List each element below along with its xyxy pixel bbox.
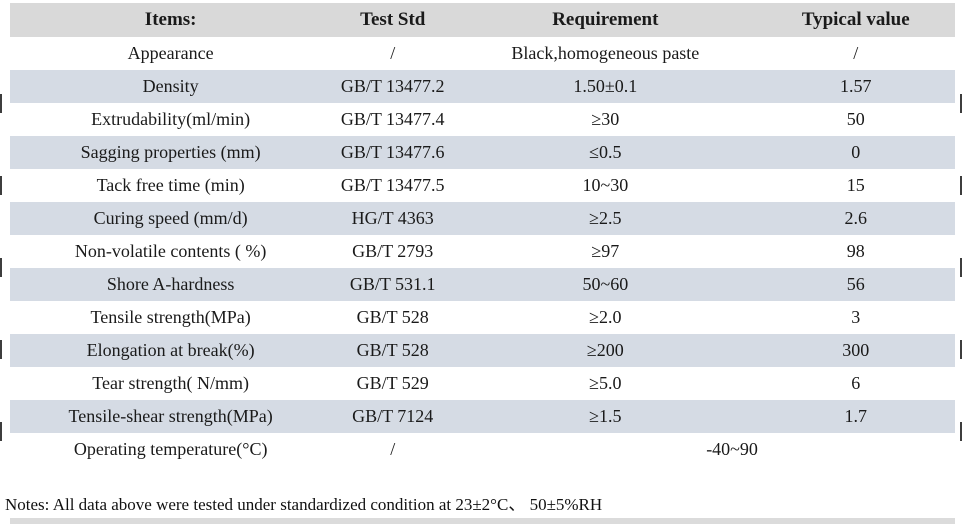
- scan-edge-line-fragment: [960, 340, 962, 359]
- test-std-cell: GB/T 528: [356, 340, 429, 360]
- spec-row-curing-speed: Curing speed (mm/d) HG/T 4363 ≥2.5 2.6: [10, 202, 955, 235]
- typical-value-cell: 98: [846, 241, 865, 261]
- requirement-cell: 10~30: [582, 175, 629, 195]
- spec-row-extrudability: Extrudability(ml/min) GB/T 13477.4 ≥30 5…: [10, 103, 955, 136]
- requirement-cell: ≥2.5: [589, 208, 622, 228]
- requirement-cell: ≥30: [591, 109, 620, 129]
- test-std-cell: GB/T 531.1: [349, 274, 436, 294]
- col-header-requirement: Requirement: [552, 9, 659, 30]
- item-cell: Density: [142, 76, 199, 96]
- test-std-cell: GB/T 2793: [352, 241, 434, 261]
- typical-value-cell: 3: [851, 307, 861, 327]
- test-std-cell: GB/T 13477.5: [340, 175, 445, 195]
- item-cell: Tensile-shear strength(MPa): [68, 406, 273, 426]
- item-cell: Tensile strength(MPa): [90, 307, 251, 327]
- requirement-cell: Black,homogeneous paste: [511, 43, 700, 63]
- item-cell: Elongation at break(%): [86, 340, 255, 360]
- scan-edge-line-fragment: [0, 176, 2, 195]
- scan-edge-line-fragment: [960, 422, 962, 441]
- spec-row-shore-a-hardness: Shore A-hardness GB/T 531.1 50~60 56: [10, 268, 955, 301]
- item-cell: Shore A-hardness: [106, 274, 235, 294]
- item-cell: Tack free time (min): [96, 175, 245, 195]
- requirement-cell: ≥5.0: [589, 373, 622, 393]
- typical-value-cell: 1.7: [844, 406, 868, 426]
- item-cell: Non-volatile contents ( %): [74, 241, 267, 261]
- requirement-cell: ≥200: [586, 340, 624, 360]
- typical-value-cell: 0: [851, 142, 861, 162]
- typical-value-cell: /: [853, 43, 859, 63]
- scan-edge-line-fragment: [0, 340, 2, 359]
- requirement-cell: 50~60: [582, 274, 629, 294]
- requirement-cell: ≥1.5: [589, 406, 622, 426]
- scan-edge-line-fragment: [0, 94, 2, 113]
- typical-value-cell: 2.6: [844, 208, 868, 228]
- spec-row-non-volatile-contents: Non-volatile contents ( %) GB/T 2793 ≥97…: [10, 235, 955, 268]
- test-std-cell: HG/T 4363: [351, 208, 434, 228]
- scan-edge-line-fragment: [960, 94, 962, 113]
- typical-value-cell: 50: [846, 109, 865, 129]
- test-std-cell: /: [390, 439, 396, 459]
- item-cell: Operating temperature(°C): [73, 439, 268, 459]
- test-std-cell: GB/T 13477.2: [340, 76, 445, 96]
- cropped-next-band: [10, 518, 955, 524]
- scan-edge-line-fragment: [0, 422, 2, 441]
- typical-value-cell: 56: [846, 274, 865, 294]
- test-std-cell: GB/T 7124: [352, 406, 434, 426]
- item-cell: Appearance: [127, 43, 214, 63]
- typical-value-cell: 1.57: [840, 76, 872, 96]
- typical-value-cell: 6: [851, 373, 861, 393]
- col-header-typical-value: Typical value: [801, 9, 910, 30]
- test-std-cell: GB/T 529: [356, 373, 429, 393]
- test-std-cell: GB/T 13477.6: [340, 142, 445, 162]
- col-header-items: Items:: [144, 9, 197, 30]
- product-spec-table: Items: Test Std Requirement Typical valu…: [10, 3, 955, 466]
- spec-row-density: Density GB/T 13477.2 1.50±0.1 1.57: [10, 70, 955, 103]
- item-cell: Extrudability(ml/min): [91, 109, 251, 129]
- notes-text: Notes: All data above were tested under …: [5, 495, 603, 514]
- item-cell: Curing speed (mm/d): [93, 208, 248, 228]
- table-header-row: Items: Test Std Requirement Typical valu…: [10, 3, 955, 37]
- test-std-cell: /: [390, 43, 396, 63]
- typical-value-cell: 15: [846, 175, 865, 195]
- typical-value-cell: 300: [842, 340, 870, 360]
- item-cell: Tear strength( N/mm): [92, 373, 249, 393]
- scan-edge-line-fragment: [960, 258, 962, 277]
- requirement-merged-cell: -40~90: [706, 439, 758, 459]
- spec-row-elongation-at-break: Elongation at break(%) GB/T 528 ≥200 300: [10, 334, 955, 367]
- scan-edge-line-fragment: [0, 258, 2, 277]
- spec-row-tack-free-time: Tack free time (min) GB/T 13477.5 10~30 …: [10, 169, 955, 202]
- test-std-cell: GB/T 528: [356, 307, 429, 327]
- col-header-test-std: Test Std: [360, 9, 426, 30]
- requirement-cell: 1.50±0.1: [573, 76, 638, 96]
- scan-edge-line-fragment: [960, 176, 962, 195]
- spec-row-tensile-shear-strength: Tensile-shear strength(MPa) GB/T 7124 ≥1…: [10, 400, 955, 433]
- spec-row-operating-temperature: Operating temperature(°C) / -40~90: [10, 433, 955, 466]
- requirement-cell: ≤0.5: [589, 142, 622, 162]
- test-std-cell: GB/T 13477.4: [340, 109, 445, 129]
- item-cell: Sagging properties (mm): [80, 142, 261, 162]
- spec-row-appearance: Appearance / Black,homogeneous paste /: [10, 37, 955, 70]
- spec-row-tear-strength: Tear strength( N/mm) GB/T 529 ≥5.0 6: [10, 367, 955, 400]
- spec-row-tensile-strength: Tensile strength(MPa) GB/T 528 ≥2.0 3: [10, 301, 955, 334]
- requirement-cell: ≥97: [591, 241, 620, 261]
- requirement-cell: ≥2.0: [589, 307, 622, 327]
- spec-row-sagging-properties: Sagging properties (mm) GB/T 13477.6 ≤0.…: [10, 136, 955, 169]
